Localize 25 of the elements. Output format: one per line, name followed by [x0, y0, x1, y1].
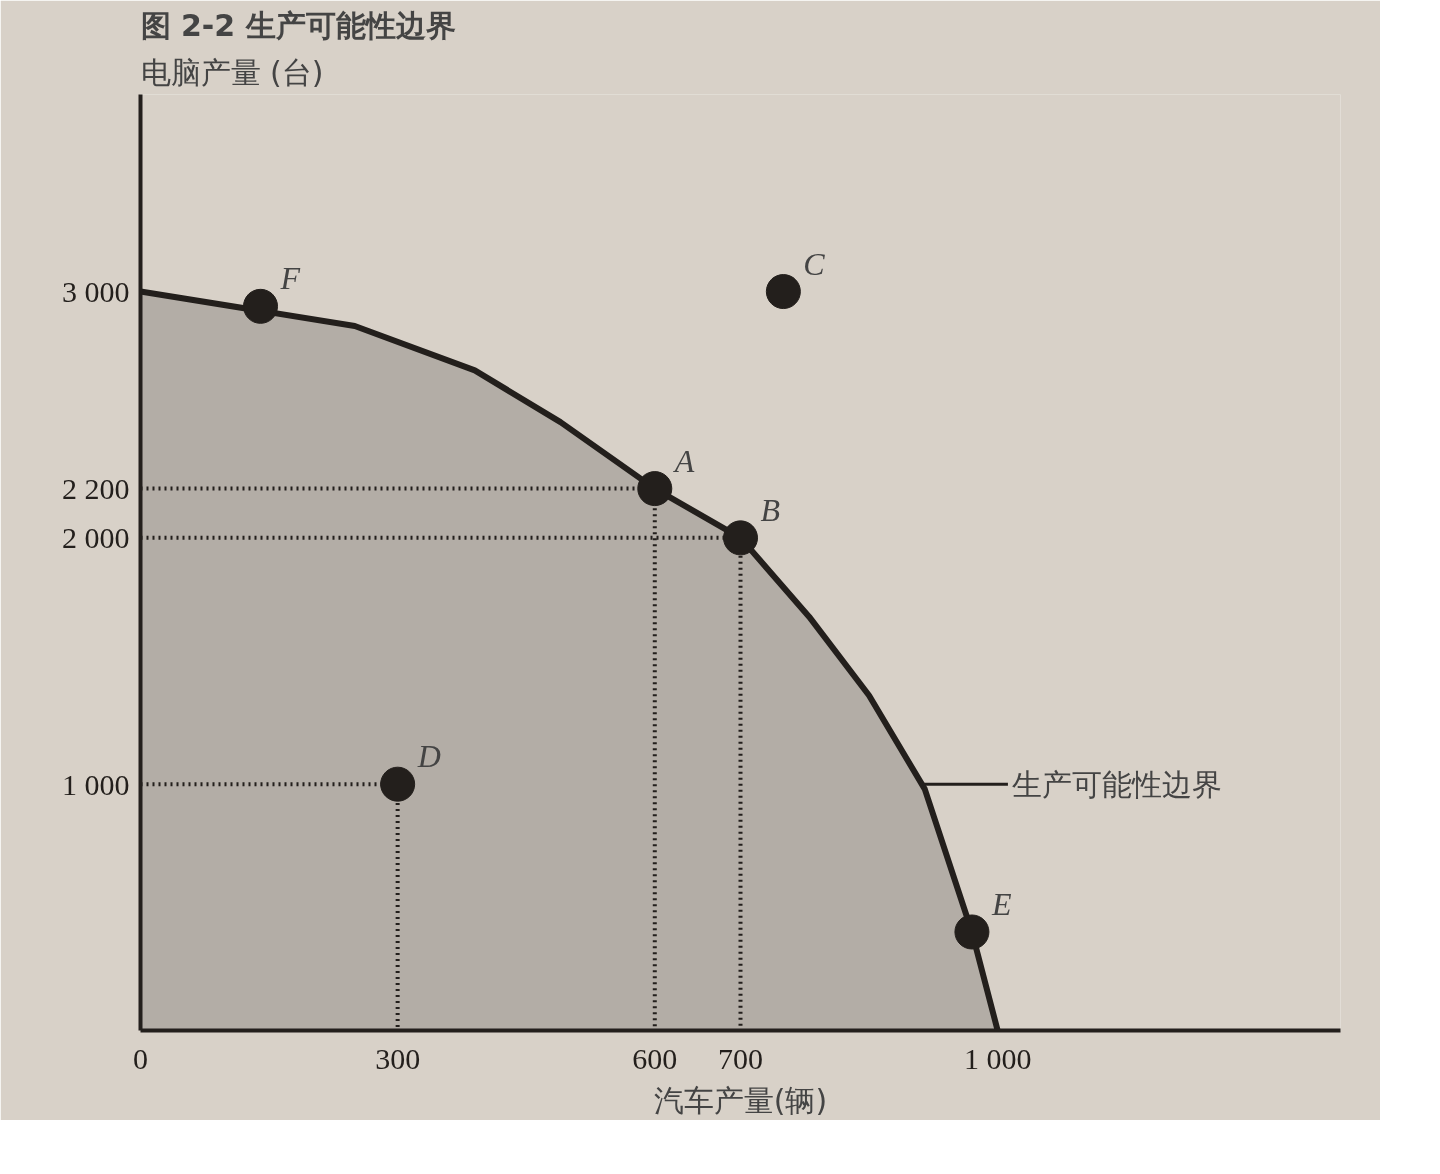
chart-title: 图 2-2 生产可能性边界 — [140, 7, 456, 43]
point — [723, 520, 758, 556]
annotation: C — [803, 245, 826, 282]
x-tick-label: 1 000 — [963, 1041, 1032, 1075]
point — [637, 471, 673, 507]
point — [765, 274, 801, 310]
x-tick-label: 700 — [718, 1041, 763, 1075]
annotation: F — [279, 260, 301, 297]
y-tick-label: 2 000 — [62, 521, 130, 555]
annotation: D — [416, 738, 441, 775]
y-tick-label: 1 000 — [62, 767, 130, 801]
point — [954, 914, 990, 950]
point — [380, 766, 416, 802]
point — [243, 288, 278, 324]
annotation: B — [760, 491, 781, 528]
x-tick-label: 600 — [632, 1041, 678, 1075]
y-tick-label: 3 000 — [62, 275, 130, 309]
x-tick-label: 0 — [133, 1041, 148, 1075]
x-tick-label: 300 — [375, 1041, 421, 1075]
x-axis-title: 汽车产量(辆) — [653, 1082, 828, 1118]
annotation: 生产可能性边界 — [1012, 766, 1223, 802]
y-tick-label: 2 200 — [62, 472, 130, 506]
annotation: A — [672, 442, 695, 479]
annotation: E — [990, 885, 1012, 922]
y-axis-title: 电脑产量 (台) — [140, 54, 324, 90]
